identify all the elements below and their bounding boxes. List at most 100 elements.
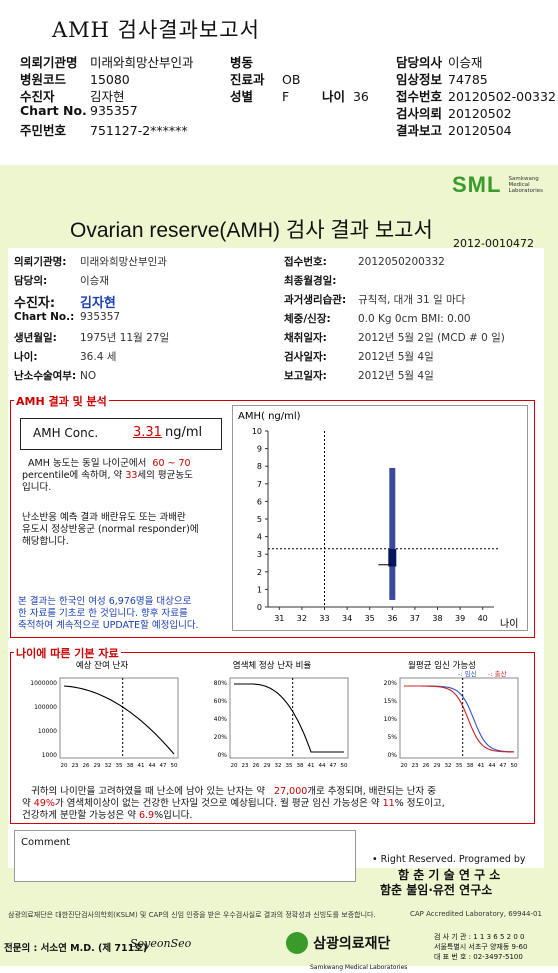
field-value: 김자현: [80, 296, 116, 311]
mini-y-tick: 0%: [387, 752, 397, 759]
header-field: 결과보고 20120504: [396, 120, 512, 139]
header-field: Chart No. 935357: [20, 103, 138, 118]
org-logo-icon: [286, 932, 308, 954]
header-label: 병원코드: [20, 72, 67, 87]
mini-chart-title: 예상 잔여 난자: [76, 660, 129, 671]
birth-curve: [404, 685, 514, 753]
field-value: 1975년 11월 27일: [80, 332, 170, 344]
field-label: 채취일자:: [284, 332, 327, 344]
mini-x-tick: 41: [478, 763, 485, 769]
mini-x-tick: 41: [308, 763, 315, 769]
mini-y-tick: 15%: [384, 698, 398, 705]
y-tick: 1: [257, 585, 262, 594]
age-line3-pct: 6.9: [138, 810, 155, 821]
field-value: 2012050200332: [358, 256, 445, 268]
mini-x-tick: 32: [445, 763, 452, 769]
field-label: 난소수술여부:: [14, 370, 77, 382]
age-line2-pct2: 11: [382, 798, 395, 809]
y-tick: 5: [257, 515, 262, 524]
header-value: 20120504: [448, 123, 512, 138]
header-label: 의뢰기관명: [20, 55, 78, 70]
mini-y-tick: 80%: [214, 680, 228, 687]
report-field: 수진자: 김자현: [14, 292, 116, 311]
cap-text: CAP Accredited Laboratory, 69944-01: [410, 910, 542, 918]
mini-x-tick: 50: [171, 763, 178, 769]
y-tick: 3: [257, 550, 262, 559]
amh-chart-title: AMH( ng/ml): [238, 411, 301, 422]
mini-x-tick: 35: [456, 763, 463, 769]
logo-sub1: Samkwang: [508, 176, 539, 182]
age-line2-b: 가 염색체이상이 없는 건강한 난자일 것으로 예상됩니다. 월 평균 임신 가…: [54, 798, 380, 809]
remaining-eggs-chart: 예상 잔여 난자 1000000 100000 10000 1000 20 23 26 29 32…: [30, 660, 179, 769]
header-value: 20120502: [448, 106, 512, 121]
header-value: 미래와희망산부인과: [90, 55, 194, 70]
age-line1-num: 27,000: [274, 786, 308, 797]
header-field: 검사의뢰 20120502: [396, 103, 512, 122]
field-value: 2012년 5월 4일: [358, 351, 434, 363]
header-label: 임상정보: [396, 72, 443, 87]
mini-chart-title: 월평균 임신 가능성: [408, 660, 476, 671]
doctor-signature: SoyeonSeo: [130, 937, 192, 950]
amh-result-box: [10, 400, 535, 638]
age-line2-a: 약: [22, 798, 31, 809]
header-field: 진료과 OB: [230, 69, 300, 88]
header-value: 김자현: [90, 89, 125, 104]
mini-x-tick: 44: [319, 763, 326, 769]
amh-box: [388, 548, 397, 567]
mini-y-tick: 100000: [34, 704, 57, 711]
age-data-box: [10, 652, 535, 824]
field-label: 담당의:: [14, 275, 48, 287]
mini-x-tick: 35: [116, 763, 123, 769]
field-value: 0.0 Kg 0cm BMI: 0.00: [358, 313, 471, 325]
mini-x-tick: 32: [275, 763, 282, 769]
comment-label: Comment: [21, 837, 70, 848]
x-tick: 33: [319, 614, 329, 623]
mini-x-tick: 29: [434, 763, 441, 769]
mini-x-tick: 38: [127, 763, 134, 769]
field-label: 체중/신장:: [284, 313, 331, 325]
mini-y-tick: 20%: [214, 734, 228, 741]
logo-sub3: Laboratories: [508, 188, 544, 194]
header-label: 성별: [230, 89, 254, 104]
mini-y-tick: 5%: [387, 734, 397, 741]
mini-x-tick: 26: [253, 763, 260, 769]
mini-x-tick: 20: [61, 763, 68, 769]
org-name: 삼광의료재단: [313, 936, 391, 952]
sml-logo: SML Samkwang Medical Laboratories: [452, 172, 543, 198]
field-label: 최종월경일:: [284, 275, 337, 287]
x-tick: 38: [432, 614, 442, 623]
report-field: 최종월경일:: [284, 273, 358, 288]
mini-x-tick: 44: [489, 763, 496, 769]
org-info-1: 검 사 기 관 : 1 1 3 6 5 2 0 0: [434, 933, 525, 941]
header-label: 담당의사: [396, 55, 443, 70]
header-field: 병동: [230, 52, 282, 71]
header-label: 병동: [230, 55, 254, 70]
header-value: 751127-2******: [90, 123, 188, 138]
programmer-1: 함 춘 기 술 연 구 소: [398, 868, 501, 882]
field-label: 과거생리습관:: [284, 294, 347, 306]
header-value: OB: [282, 72, 301, 87]
pregnancy-chance-chart: 월평균 임신 가능성 20% 15% 10% 5% 0% 20 23 26 29 32 35 38 41 4…: [384, 660, 519, 769]
mini-y-tick: 40%: [214, 716, 228, 723]
p1-a: AMH 농도는 동일 나이군에서: [28, 458, 147, 469]
comment-box: Comment: [14, 830, 356, 882]
p1-c: 세의 평균농도: [137, 470, 193, 481]
responder-line: 유도시 정상반응군 (normal responder)에: [22, 524, 199, 535]
header-field: 임상정보 74785: [396, 69, 488, 88]
age-line2-pct: 49%: [33, 798, 55, 809]
responder-line: 해당합니다.: [22, 536, 69, 547]
header-label: 접수번호: [396, 89, 443, 104]
logo-text: SML: [452, 172, 502, 197]
header-label: 수진자: [20, 89, 55, 104]
logo-sub2: Medical: [508, 182, 530, 188]
header-field: 주민번호 751127-2******: [20, 120, 188, 139]
programmer-2: 함춘 불임·유전 연구소: [380, 883, 493, 897]
p1-range: 60 ~ 70: [152, 458, 191, 469]
report-field: 보고일자: 2012년 5월 4일: [284, 368, 434, 383]
age-value: 36: [352, 89, 369, 104]
header-value: 15080: [90, 72, 130, 87]
org-info: 검 사 기 관 : 1 1 3 6 5 2 0 0 서울특별시 서초구 양재동 …: [434, 932, 527, 962]
mini-y-tick: 1000000: [30, 680, 57, 687]
report-field: 체중/신장: 0.0 Kg 0cm BMI: 0.00: [284, 311, 471, 326]
x-tick: 39: [455, 614, 465, 623]
